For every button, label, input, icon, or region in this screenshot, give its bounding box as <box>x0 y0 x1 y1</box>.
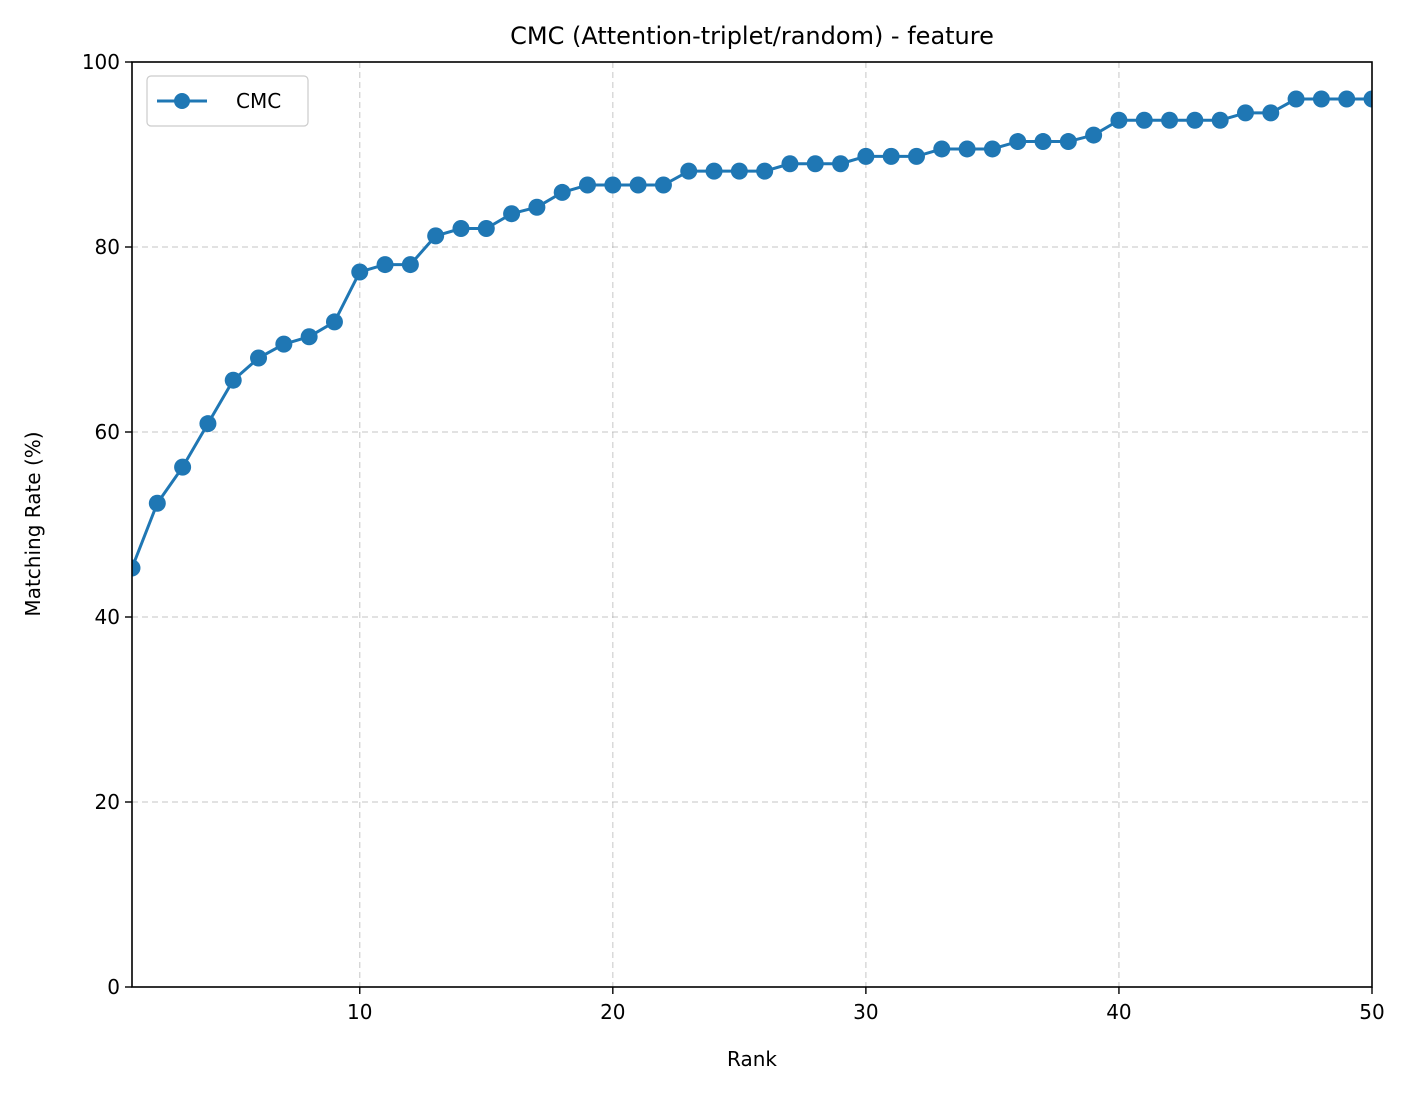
data-point <box>907 147 925 165</box>
data-point <box>654 176 672 194</box>
data-point <box>553 183 571 201</box>
data-point <box>1236 104 1254 122</box>
y-tick-label: 40 <box>95 605 120 629</box>
data-point <box>376 256 394 274</box>
data-point <box>477 220 495 237</box>
y-tick-label: 100 <box>82 50 120 74</box>
data-point <box>958 140 976 158</box>
data-point <box>680 162 698 180</box>
data-point <box>1135 111 1153 129</box>
data-point <box>528 198 546 216</box>
data-point <box>300 328 318 346</box>
data-point <box>132 559 141 577</box>
data-point <box>1363 90 1372 108</box>
y-axis-label: Matching Rate (%) <box>21 431 45 616</box>
data-point <box>1034 133 1052 151</box>
data-point <box>832 155 850 173</box>
data-point <box>933 140 951 158</box>
data-point <box>503 205 521 223</box>
data-point <box>174 458 192 476</box>
x-tick-label: 50 <box>1359 1000 1384 1024</box>
data-point <box>781 155 799 173</box>
data-point <box>1287 90 1305 108</box>
x-tick-label: 40 <box>1106 1000 1131 1024</box>
data-point <box>1085 126 1103 144</box>
data-point <box>1161 111 1179 129</box>
x-axis-label: Rank <box>727 1047 777 1071</box>
data-point <box>427 227 445 245</box>
x-tick-label: 20 <box>600 1000 625 1024</box>
data-point <box>351 263 369 281</box>
data-point <box>199 415 217 433</box>
axis-ticks: 10 20 30 40 50 0 20 40 60 80 100 <box>82 50 1385 1024</box>
legend-box <box>146 75 309 127</box>
data-point <box>579 176 597 194</box>
y-tick-label: 80 <box>95 235 120 259</box>
data-point <box>983 140 1001 158</box>
data-point <box>857 147 875 165</box>
data-point <box>629 176 647 194</box>
data-point <box>730 162 748 180</box>
series-layer <box>132 90 1372 577</box>
data-point <box>756 162 774 180</box>
data-point <box>250 349 268 367</box>
data-point <box>1009 133 1027 151</box>
data-point <box>882 147 900 165</box>
x-tick-label: 10 <box>347 1000 372 1024</box>
data-point <box>705 162 723 180</box>
data-point <box>604 176 622 194</box>
legend-label-cmc: CMC <box>236 89 281 113</box>
data-point <box>1338 90 1356 108</box>
data-point <box>1211 111 1229 129</box>
data-point <box>1110 111 1128 129</box>
legend-marker-icon <box>174 93 190 109</box>
data-point <box>325 313 343 331</box>
data-point <box>1262 104 1280 122</box>
data-point <box>1312 90 1330 108</box>
y-tick-label: 20 <box>95 790 120 814</box>
y-tick-label: 0 <box>107 975 120 999</box>
data-point <box>806 155 824 173</box>
plot-frame <box>131 61 1373 988</box>
data-point <box>401 256 419 274</box>
data-point <box>224 371 242 389</box>
legend: CMC <box>146 75 309 127</box>
y-tick-label: 60 <box>95 420 120 444</box>
x-tick-label: 30 <box>853 1000 878 1024</box>
data-point <box>1186 111 1204 129</box>
chart-title: CMC (Attention-triplet/random) - feature <box>510 22 994 50</box>
data-point <box>1059 133 1077 151</box>
data-point <box>452 220 470 237</box>
data-point <box>275 335 293 353</box>
data-point <box>148 494 166 512</box>
grid <box>132 62 1372 987</box>
